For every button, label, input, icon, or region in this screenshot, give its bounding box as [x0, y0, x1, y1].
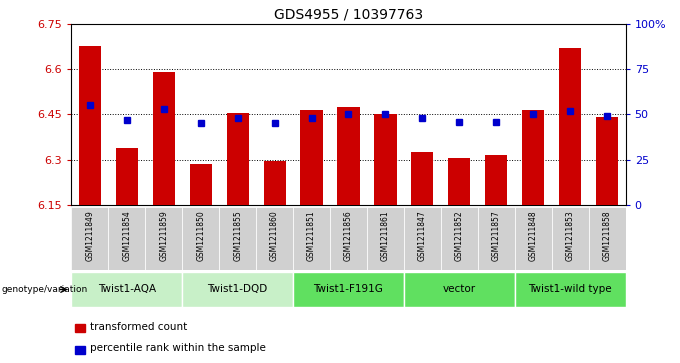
Bar [441, 207, 478, 270]
Bar [551, 207, 589, 270]
Bar [182, 272, 293, 307]
Bar [293, 272, 404, 307]
Text: GSM1211859: GSM1211859 [159, 210, 168, 261]
Text: GSM1211848: GSM1211848 [529, 210, 538, 261]
Bar [71, 207, 108, 270]
Bar [108, 207, 146, 270]
Bar [75, 346, 85, 354]
Text: GSM1211860: GSM1211860 [270, 210, 279, 261]
Bar [522, 110, 544, 205]
Text: genotype/variation: genotype/variation [1, 285, 88, 294]
Bar [182, 207, 219, 270]
Text: GSM1211850: GSM1211850 [197, 210, 205, 261]
Text: Twist1-wild type: Twist1-wild type [528, 285, 612, 294]
Text: percentile rank within the sample: percentile rank within the sample [90, 343, 266, 353]
Bar [411, 152, 433, 205]
Bar [337, 107, 360, 205]
Bar [486, 155, 507, 205]
Text: GSM1211857: GSM1211857 [492, 210, 500, 261]
Bar [589, 207, 626, 270]
Text: GSM1211851: GSM1211851 [307, 210, 316, 261]
Text: GSM1211852: GSM1211852 [455, 210, 464, 261]
Bar [219, 207, 256, 270]
Text: GSM1211861: GSM1211861 [381, 210, 390, 261]
Text: vector: vector [443, 285, 476, 294]
Bar [559, 48, 581, 205]
Bar [515, 272, 626, 307]
Bar [226, 113, 249, 205]
Text: GSM1211849: GSM1211849 [86, 210, 95, 261]
Bar [367, 207, 404, 270]
Bar [404, 272, 515, 307]
Bar [79, 46, 101, 205]
Text: GSM1211854: GSM1211854 [122, 210, 131, 261]
Bar [71, 272, 182, 307]
Bar [596, 117, 618, 205]
Text: GSM1211853: GSM1211853 [566, 210, 575, 261]
Bar [515, 207, 551, 270]
Bar [116, 148, 138, 205]
Bar [146, 207, 182, 270]
Text: GSM1211856: GSM1211856 [344, 210, 353, 261]
Bar [301, 110, 322, 205]
Bar [264, 161, 286, 205]
Bar [190, 164, 211, 205]
Text: Twist1-F191G: Twist1-F191G [313, 285, 384, 294]
Text: Twist1-DQD: Twist1-DQD [207, 285, 268, 294]
Bar [75, 324, 85, 332]
Bar [293, 207, 330, 270]
Bar [375, 114, 396, 205]
Bar [153, 72, 175, 205]
Bar [330, 207, 367, 270]
Text: GSM1211847: GSM1211847 [418, 210, 427, 261]
Bar [404, 207, 441, 270]
Text: transformed count: transformed count [90, 322, 187, 333]
Title: GDS4955 / 10397763: GDS4955 / 10397763 [274, 7, 423, 21]
Bar [448, 158, 471, 205]
Text: Twist1-AQA: Twist1-AQA [98, 285, 156, 294]
Bar [478, 207, 515, 270]
Text: GSM1211855: GSM1211855 [233, 210, 242, 261]
Text: GSM1211858: GSM1211858 [602, 210, 611, 261]
Bar [256, 207, 293, 270]
